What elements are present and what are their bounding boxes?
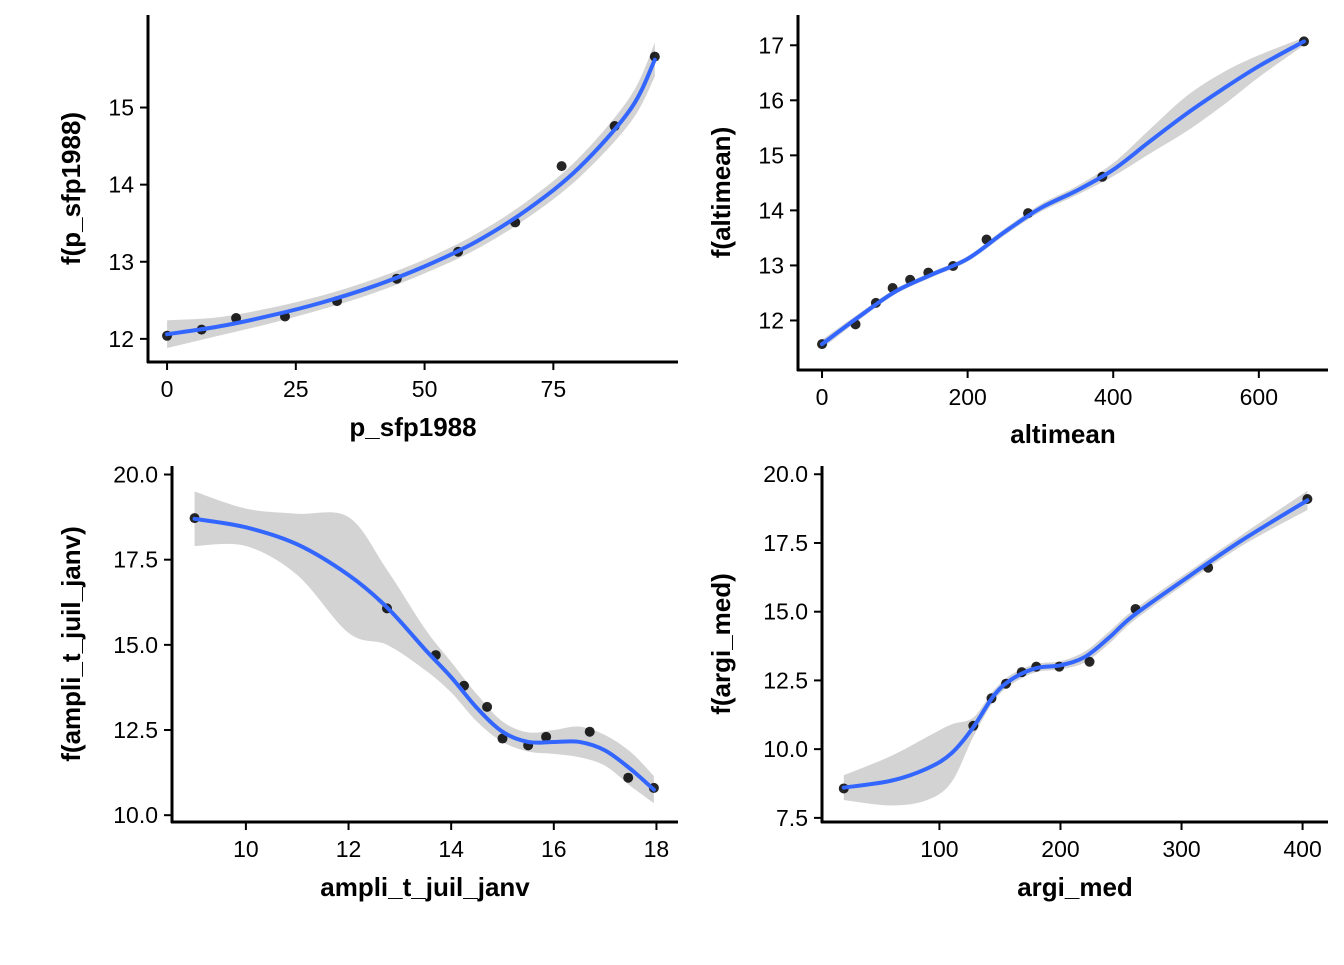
x-tick-label: 10 <box>233 836 259 862</box>
x-tick-label: 600 <box>1240 384 1278 410</box>
x-tick-label: 12 <box>336 836 362 862</box>
x-tick-label: 50 <box>412 376 438 402</box>
y-tick-label: 15 <box>758 142 784 168</box>
data-point <box>584 726 595 737</box>
x-tick-label: 200 <box>948 384 986 410</box>
y-tick-label: 13 <box>108 249 134 275</box>
y-tick-label: 20.0 <box>113 462 158 488</box>
x-tick-label: 14 <box>438 836 464 862</box>
x-axis-title: altimean <box>1010 419 1116 449</box>
y-tick-label: 14 <box>758 197 784 223</box>
y-axis-title: f(ampli_t_juil_janv) <box>56 526 86 762</box>
y-tick-label: 15.0 <box>113 632 158 658</box>
y-tick-label: 12 <box>108 326 134 352</box>
y-axis-title: f(p_sfp1988) <box>56 112 86 265</box>
y-tick-label: 16 <box>758 87 784 113</box>
data-point <box>649 51 660 62</box>
data-point <box>497 733 508 744</box>
x-axis-title: ampli_t_juil_janv <box>320 872 530 902</box>
x-tick-label: 100 <box>920 836 958 862</box>
chart-panel-2: 0 200 400 600 12 13 14 15 16 17 altimean f(altimean… <box>706 15 1328 449</box>
x-tick-label: 0 <box>816 384 829 410</box>
x-tick-label: 25 <box>283 376 309 402</box>
y-tick-label: 15 <box>108 95 134 121</box>
x-tick-label: 18 <box>644 836 670 862</box>
y-tick-label: 20.0 <box>763 461 808 487</box>
x-axis-title: argi_med <box>1017 872 1133 902</box>
y-axis-title: f(altimean) <box>706 127 736 258</box>
data-point <box>623 772 634 783</box>
smooth-line <box>841 498 1310 790</box>
y-tick-label: 12.5 <box>113 717 158 743</box>
smooth-line <box>165 57 657 337</box>
y-tick-label: 7.5 <box>776 805 808 831</box>
y-tick-label: 17.5 <box>113 547 158 573</box>
y-tick-label: 13 <box>758 252 784 278</box>
chart-panel-1: 0 25 50 75 12 13 14 15 p_sfp1988 f(p_sfp1988) <box>56 15 678 442</box>
y-tick-label: 10.0 <box>763 736 808 762</box>
smooth-line <box>820 39 1306 347</box>
data-point <box>541 731 552 742</box>
smooth-line <box>192 516 656 792</box>
x-tick-label: 400 <box>1094 384 1132 410</box>
x-tick-label: 0 <box>161 376 174 402</box>
x-tick-label: 400 <box>1283 836 1321 862</box>
y-axis-title: f(argi_med) <box>706 573 736 715</box>
x-tick-label: 200 <box>1041 836 1079 862</box>
data-point <box>231 313 242 324</box>
data-point <box>1084 656 1095 667</box>
chart-panel-4: 100 200 300 400 7.5 10.0 12.5 15.0 17.5 20.0 argi_… <box>706 461 1328 902</box>
y-tick-label: 17.5 <box>763 530 808 556</box>
x-tick-label: 300 <box>1162 836 1200 862</box>
y-tick-label: 15.0 <box>763 599 808 625</box>
x-axis-title: p_sfp1988 <box>349 412 476 442</box>
x-tick-label: 16 <box>541 836 567 862</box>
confidence-ribbon <box>843 490 1308 806</box>
y-tick-label: 17 <box>758 32 784 58</box>
data-point <box>556 161 567 172</box>
y-tick-label: 14 <box>108 172 134 198</box>
y-tick-label: 12.5 <box>763 667 808 693</box>
x-tick-label: 75 <box>541 376 567 402</box>
y-tick-label: 10.0 <box>113 802 158 828</box>
y-tick-label: 12 <box>758 307 784 333</box>
data-point <box>482 701 493 712</box>
confidence-ribbon <box>167 42 655 349</box>
chart-panel-3: 10 12 14 16 18 10.0 12.5 15.0 17.5 20.0 ampli_t_ju… <box>56 462 678 902</box>
